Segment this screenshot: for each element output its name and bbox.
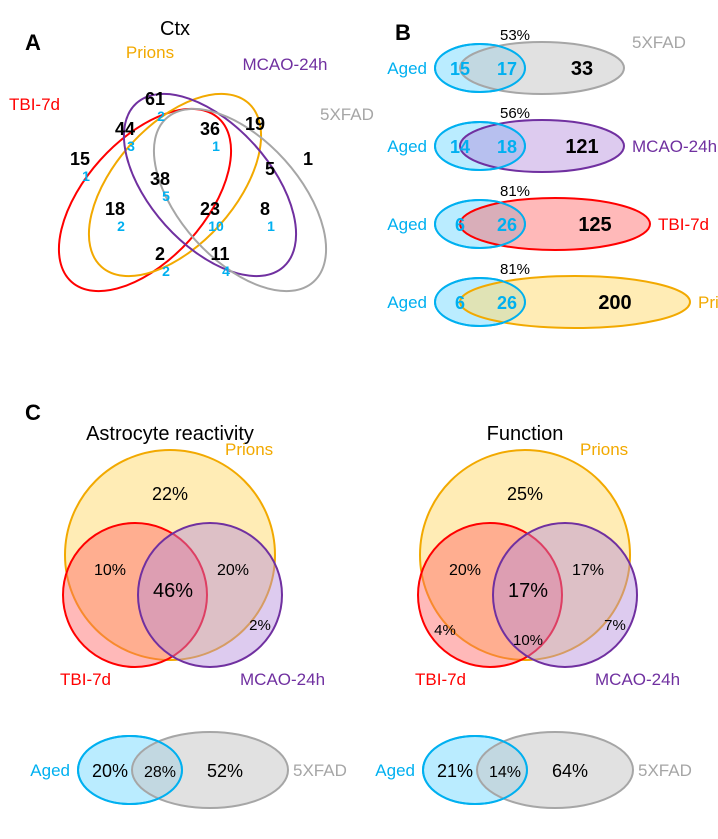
b-row1-pct: 56% <box>500 105 530 122</box>
a-tmf-k: 2 <box>155 244 165 264</box>
c-left-tri-lbl-tbi: TBI-7d <box>60 670 111 689</box>
a-tpf-k: 11 <box>210 244 229 264</box>
c-left-tri-mcao-only: 2% <box>249 617 271 634</box>
panel-c-label: C <box>25 400 41 425</box>
b-row3-aged-label: Aged <box>387 293 427 312</box>
a-tpf-c: 4 <box>222 263 230 279</box>
c-left-tri-prions-only: 22% <box>152 484 188 504</box>
b-row0-pct: 53% <box>500 27 530 44</box>
b-row2-aged-label: Aged <box>387 215 427 234</box>
a-tmf-c: 2 <box>162 263 170 279</box>
b-row3-other-label: Prions <box>698 293 718 312</box>
c-left-pair-mid: 28% <box>144 764 176 781</box>
label-5xfad: 5XFAD <box>320 105 374 124</box>
c-right-pair-left: 21% <box>437 761 473 781</box>
c-right-tri-center: 17% <box>508 580 548 602</box>
a-prions-k: 61 <box>145 89 165 109</box>
c-right-tri-mcao-only: 7% <box>604 617 626 634</box>
b-row3-mid: 26 <box>497 293 517 313</box>
c-left-tri: Astrocyte reactivityPrionsTBI-7dMCAO-24h… <box>60 423 325 689</box>
c-right-tri-prions-only: 25% <box>507 484 543 504</box>
b-row2-other-ellipse <box>460 198 650 250</box>
b-row1-left: 14 <box>450 137 470 157</box>
panel-b: B 53% Aged 5XFAD 15 17 33 56% Aged MCAO-24h 14 18 12… <box>387 20 718 328</box>
c-left-pair-fad-lbl: 5XFAD <box>293 761 347 780</box>
a-tpm-c: 5 <box>162 188 170 204</box>
a-tbi-k: 15 <box>70 149 90 169</box>
a-tbi-mcao-c: 2 <box>117 218 125 234</box>
panel-a-label: A <box>25 30 41 55</box>
c-right-tri-prions-mcao: 17% <box>572 562 604 579</box>
c-right-pair-mid: 14% <box>489 764 521 781</box>
c-left-tri-lbl-prions: Prions <box>225 440 273 459</box>
b-row0-mid: 17 <box>497 59 517 79</box>
c-right-tri-title: Function <box>487 423 564 445</box>
a-mcao-fad-k: 5 <box>265 159 275 179</box>
b-row0-left: 15 <box>450 59 470 79</box>
a-pmf-k: 23 <box>200 199 220 219</box>
b-row0-other-label: 5XFAD <box>632 33 686 52</box>
c-right-tri-lbl-mcao: MCAO-24h <box>595 670 680 689</box>
label-tbi: TBI-7d <box>9 95 60 114</box>
a-tbi-c: 1 <box>82 168 90 184</box>
panel-a-title: Ctx <box>160 18 190 40</box>
b-row1-other-label: MCAO-24h <box>632 137 717 156</box>
panel-b-label: B <box>395 20 411 45</box>
c-left-pair-left: 20% <box>92 761 128 781</box>
panel-c: CAstrocyte reactivityPrionsTBI-7dMCAO-24… <box>25 400 692 808</box>
a-prions-c: 2 <box>157 108 165 124</box>
c-left-tri-center: 46% <box>153 580 193 602</box>
c-left-pair-aged-lbl: Aged <box>30 761 70 780</box>
c-right-pair-right: 64% <box>552 761 588 781</box>
ellipse-mcao <box>92 63 328 307</box>
b-row3-pct: 81% <box>500 261 530 278</box>
c-right-tri-tbi-prions: 20% <box>449 562 481 579</box>
label-prions: Prions <box>126 43 174 62</box>
c-right-tri: Function Prions TBI-7d MCAO-24h 25% 20% 17% 17%… <box>415 423 680 689</box>
a-tbi-prions-c: 3 <box>127 138 135 154</box>
c-right-pair-aged-lbl: Aged <box>375 761 415 780</box>
b-row3-left: 6 <box>455 293 465 313</box>
b-row1-aged-label: Aged <box>387 137 427 156</box>
a-tbi-mcao-k: 18 <box>105 199 125 219</box>
a-prions-mcao-c: 1 <box>212 138 220 154</box>
a-tbi-prions-k: 44 <box>115 119 135 139</box>
b-row0-right: 33 <box>571 58 593 80</box>
b-row2-pct: 81% <box>500 183 530 200</box>
a-prions-mcao-k: 36 <box>200 119 220 139</box>
a-fad-prions-c: 1 <box>267 218 275 234</box>
b-row3-other-ellipse <box>460 276 690 328</box>
a-fad-prions-k: 8 <box>260 199 270 219</box>
b-row2-left: 6 <box>455 215 465 235</box>
a-mcao-k: 19 <box>245 114 265 134</box>
b-row1-other-ellipse <box>460 120 624 172</box>
c-right-pair: Aged 5XFAD 21% 14% 64% <box>375 732 692 808</box>
c-left-pair: Aged 5XFAD 20% 28% 52% <box>30 732 347 808</box>
b-row2-mid: 26 <box>497 215 517 235</box>
b-row1-right: 121 <box>565 136 598 158</box>
c-right-pair-fad-lbl: 5XFAD <box>638 761 692 780</box>
ellipse-prions <box>57 63 293 307</box>
c-right-tri-lbl-tbi: TBI-7d <box>415 670 466 689</box>
c-left-tri-prions-mcao: 20% <box>217 562 249 579</box>
b-row3-right: 200 <box>598 292 631 314</box>
b-row1-mid: 18 <box>497 137 517 157</box>
c-left-pair-right: 52% <box>207 761 243 781</box>
b-row0-aged-label: Aged <box>387 59 427 78</box>
panel-a: ACtxTBI-7dPrionsMCAO-24h5XFAD15161219144… <box>9 18 374 322</box>
c-right-tri-tbi-only: 4% <box>434 622 456 639</box>
label-mcao: MCAO-24h <box>242 55 327 74</box>
b-row2-other-label: TBI-7d <box>658 215 709 234</box>
c-right-tri-lbl-prions: Prions <box>580 440 628 459</box>
a-fad-k: 1 <box>303 149 313 169</box>
c-right-tri-tbi-mcao: 10% <box>513 632 543 649</box>
a-pmf-c: 10 <box>208 218 224 234</box>
c-left-tri-tbi-prions: 10% <box>94 562 126 579</box>
b-row2-right: 125 <box>578 214 611 236</box>
b-row0-other-ellipse <box>460 42 624 94</box>
c-left-tri-lbl-mcao: MCAO-24h <box>240 670 325 689</box>
a-tpm-k: 38 <box>150 169 170 189</box>
